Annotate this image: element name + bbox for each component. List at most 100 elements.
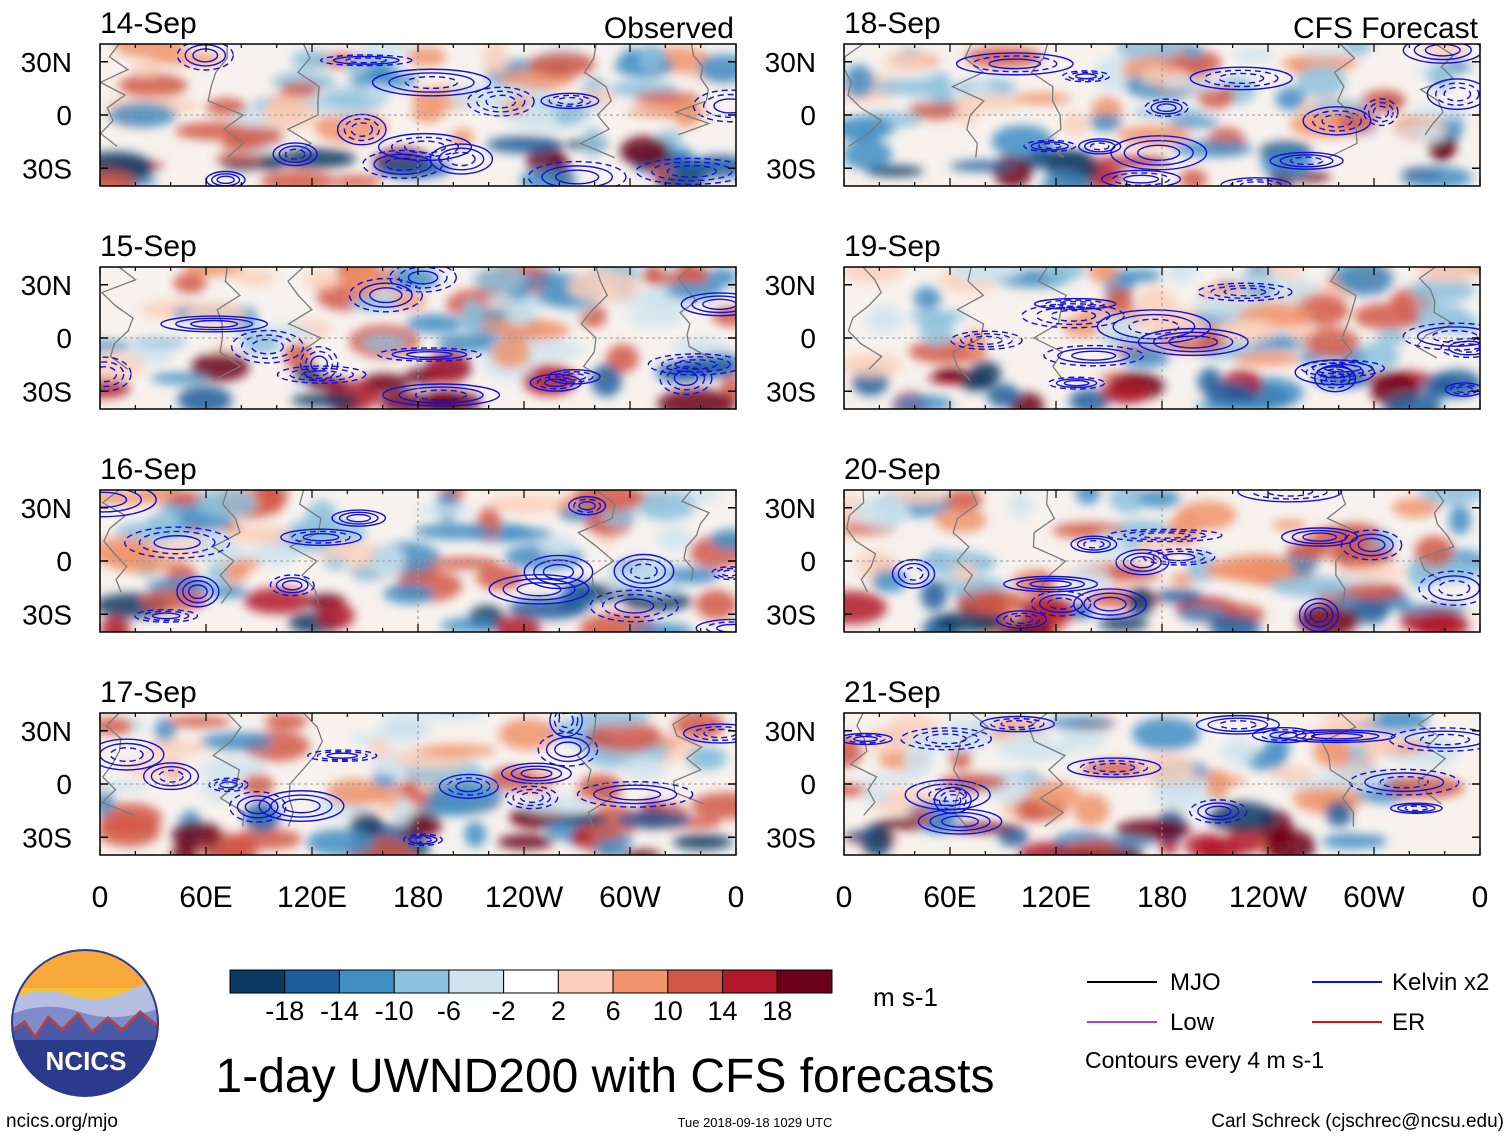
x-tick-label: 60E xyxy=(179,881,232,914)
panel-date-label: 17-Sep xyxy=(100,676,197,709)
colorbar-units: m s-1 xyxy=(873,982,938,1012)
y-tick-label: 0 xyxy=(56,323,72,354)
coastlines xyxy=(101,713,704,827)
y-tick-label: 0 xyxy=(800,769,816,800)
colorbar: -18 -14 -10 -6 -2 2 6 10 14 18 xyxy=(229,969,833,1026)
colorbar-swatch xyxy=(284,969,340,994)
colorbar-swatch xyxy=(448,969,505,994)
x-tick-label: 0 xyxy=(836,881,853,914)
coastlines xyxy=(100,44,711,159)
panel-15-sep: 15-Sep xyxy=(99,230,737,410)
footer-site-url[interactable]: ncics.org/mjo xyxy=(6,1111,118,1132)
colorbar-tick-label: -6 xyxy=(437,996,461,1026)
x-tick-label: 60W xyxy=(1343,881,1405,914)
y-tick-label: 0 xyxy=(56,546,72,577)
y-tick-label: 30N xyxy=(765,493,816,524)
y-tick-label: 30S xyxy=(22,822,72,853)
y-tick-label: 30N xyxy=(21,47,72,78)
y-tick-label: 30S xyxy=(22,599,72,630)
colorbar-swatch xyxy=(503,969,559,994)
colorbar-swatch xyxy=(776,969,833,994)
colorbar-swatch xyxy=(393,969,450,994)
panel-date-label: 18-Sep xyxy=(844,7,941,40)
kelvin-contours xyxy=(176,44,736,186)
kelvin-contours xyxy=(100,713,736,847)
panel-group-label: CFS Forecast xyxy=(1293,12,1479,45)
kelvin-contours xyxy=(891,490,1480,632)
legend: MJO Kelvin x2 Low ER Contours every 4 m … xyxy=(1085,969,1489,1073)
y-tick-label: 30N xyxy=(21,270,72,301)
panel-date-label: 15-Sep xyxy=(100,230,197,263)
y-tick-label: 30S xyxy=(22,153,72,184)
x-tick-label: 120W xyxy=(1229,881,1308,914)
footer-timestamp: Tue 2018-09-18 1029 UTC xyxy=(678,1115,833,1130)
colorbar-tick-label: 18 xyxy=(762,996,792,1026)
colorbar-tick-label: 14 xyxy=(708,996,738,1026)
coastlines xyxy=(846,490,1455,605)
panel-16-sep: 16-Sep xyxy=(99,453,737,633)
colorbar-tick-label: -14 xyxy=(320,996,359,1026)
wind-anomaly-field xyxy=(844,267,1480,409)
kelvin-contours xyxy=(100,267,736,407)
colorbar-swatch xyxy=(338,969,395,994)
kelvin-contours xyxy=(950,282,1480,397)
y-tick-label: 0 xyxy=(800,323,816,354)
colorbar-tick-label: -10 xyxy=(375,996,414,1026)
x-tick-label: 0 xyxy=(1472,881,1489,914)
y-tick-label: 30N xyxy=(765,270,816,301)
footer-credit: Carl Schreck (cjschrec@ncsu.edu) xyxy=(1211,1111,1504,1132)
panel-date-label: 14-Sep xyxy=(100,7,197,40)
legend-contour-note: Contours every 4 m s-1 xyxy=(1085,1047,1324,1073)
y-tick-label: 30N xyxy=(21,493,72,524)
legend-label-kelvin: Kelvin x2 xyxy=(1392,969,1489,996)
y-tick-label: 0 xyxy=(800,546,816,577)
x-tick-label: 120W xyxy=(485,881,564,914)
x-tick-label: 60W xyxy=(599,881,661,914)
colorbar-tick-label: 2 xyxy=(551,996,566,1026)
x-tick-label: 180 xyxy=(1137,881,1187,914)
colorbar-tick-label: -2 xyxy=(492,996,516,1026)
y-tick-label: 0 xyxy=(56,100,72,131)
panel-14-sep: 14-Sep Observed xyxy=(99,7,737,187)
coastlines xyxy=(100,267,711,382)
x-tick-label: 60E xyxy=(923,881,976,914)
x-tick-label: 120E xyxy=(277,881,347,914)
legend-label-low: Low xyxy=(1170,1009,1215,1036)
panel-date-label: 20-Sep xyxy=(844,453,941,486)
y-tick-label: 30N xyxy=(765,47,816,78)
chart-title: 1-day UWND200 with CFS forecasts xyxy=(216,1050,995,1103)
y-tick-label: 30S xyxy=(766,376,816,407)
kelvin-contours xyxy=(100,490,736,632)
colorbar-tick-label: 6 xyxy=(606,996,621,1026)
y-tick-label: 30S xyxy=(766,153,816,184)
panel-20-sep: 20-Sep xyxy=(843,453,1481,633)
x-tick-label: 0 xyxy=(728,881,745,914)
y-tick-label: 30N xyxy=(765,716,816,747)
y-tick-label: 30N xyxy=(21,716,72,747)
colorbar-tick-label: 10 xyxy=(653,996,683,1026)
y-tick-label: 30S xyxy=(22,376,72,407)
wind-anomaly-field xyxy=(100,267,736,409)
ncics-logo: NCICS xyxy=(11,949,159,1097)
x-tick-label: 0 xyxy=(92,881,109,914)
kelvin-contours xyxy=(955,44,1480,186)
panel-19-sep: 19-Sep xyxy=(843,230,1481,410)
panel-date-label: 16-Sep xyxy=(100,453,197,486)
x-tick-label: 180 xyxy=(393,881,443,914)
ncics-logo-text: NCICS xyxy=(46,1046,127,1076)
x-tick-label: 120E xyxy=(1021,881,1091,914)
colorbar-swatch xyxy=(667,969,724,994)
y-tick-label: 30S xyxy=(766,822,816,853)
kelvin-contours xyxy=(844,714,1480,835)
legend-label-mjo: MJO xyxy=(1170,969,1221,996)
y-tick-label: 30S xyxy=(766,599,816,630)
panel-18-sep: 18-Sep CFS Forecast xyxy=(843,7,1481,187)
colorbar-swatch xyxy=(612,969,669,994)
y-tick-label: 0 xyxy=(56,769,72,800)
y-tick-label: 0 xyxy=(800,100,816,131)
colorbar-tick-label: -18 xyxy=(265,996,304,1026)
legend-label-er: ER xyxy=(1392,1009,1425,1036)
panel-date-label: 21-Sep xyxy=(844,676,941,709)
panel-date-label: 19-Sep xyxy=(844,230,941,263)
